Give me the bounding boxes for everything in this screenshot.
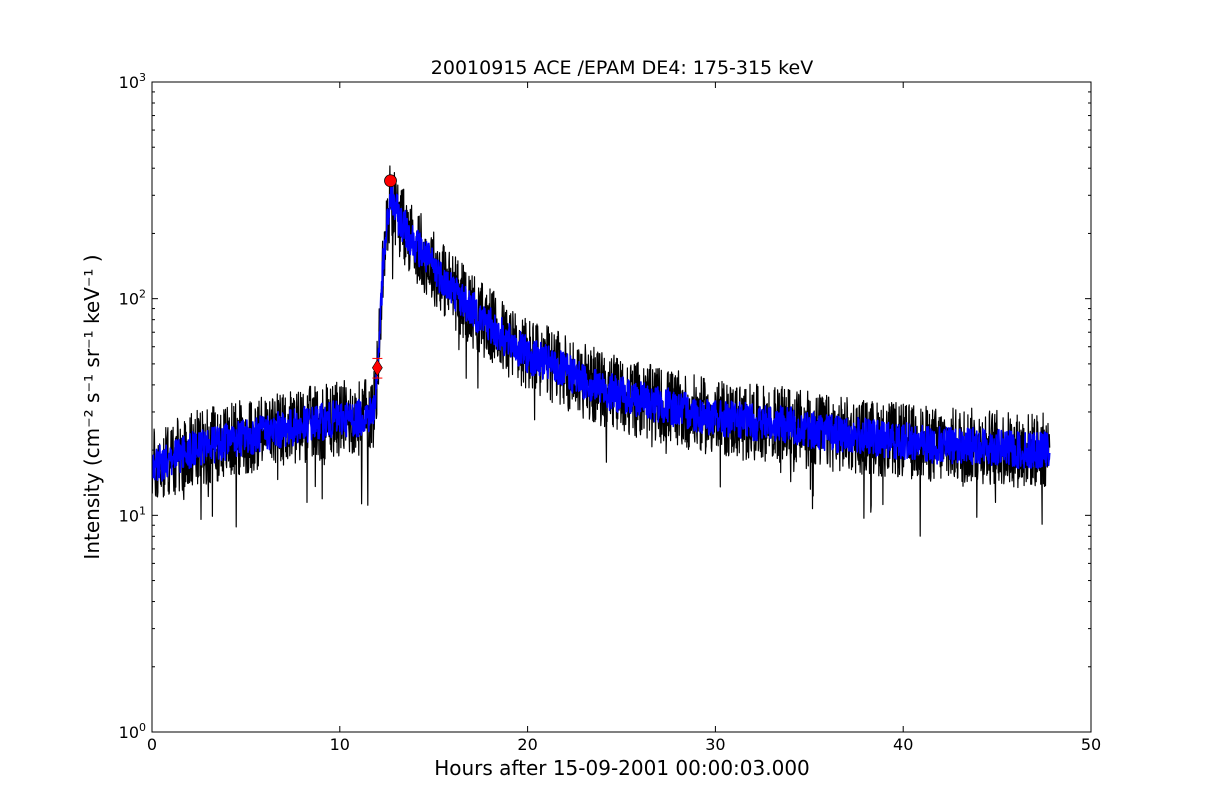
x-tick-label: 40 — [893, 735, 913, 754]
y-tick-base: 10 — [119, 290, 139, 309]
plot-frame — [151, 81, 1092, 733]
y-tick-label: 103 — [119, 71, 146, 92]
y-tick-exp: 3 — [139, 71, 146, 84]
onset-marker — [372, 359, 383, 377]
x-axis-label: Hours after 15-09-2001 00:00:03.000 — [434, 756, 810, 780]
y-tick-base: 10 — [119, 73, 139, 92]
y-tick-base: 10 — [119, 506, 139, 525]
marker-layer — [372, 174, 397, 379]
y-axis-label: Intensity (cm⁻² s⁻¹ sr⁻¹ keV⁻¹ ) — [80, 254, 104, 559]
y-tick-label: 101 — [119, 504, 146, 525]
chart-title: 20010915 ACE /EPAM DE4: 175-315 keV — [431, 57, 813, 79]
y-tick-base: 10 — [119, 723, 139, 742]
x-axis: 0 10 20 30 40 50 — [147, 82, 1101, 754]
y-tick-label: 100 — [119, 721, 146, 742]
series-layer — [152, 165, 1051, 537]
x-tick-label: 0 — [147, 735, 157, 754]
x-tick-label: 10 — [330, 735, 350, 754]
y-tick-exp: 2 — [139, 288, 146, 301]
x-tick-label: 30 — [705, 735, 725, 754]
peak-marker — [384, 174, 397, 188]
y-tick-exp: 0 — [139, 721, 146, 734]
series-line-raw — [152, 165, 1051, 537]
y-tick-exp: 1 — [139, 504, 146, 517]
plot-area — [152, 165, 1051, 537]
x-tick-label: 50 — [1081, 735, 1101, 754]
series-line-smoothed — [152, 180, 1051, 482]
y-tick-label: 102 — [119, 288, 146, 309]
x-tick-label: 20 — [517, 735, 537, 754]
